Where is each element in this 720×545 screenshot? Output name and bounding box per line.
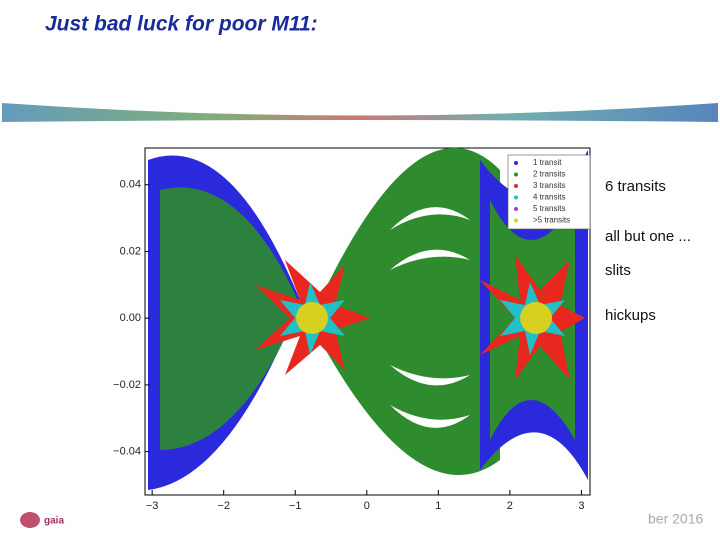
x-tick-label: 3 [578, 500, 584, 512]
legend-label: >5 transits [533, 216, 570, 225]
x-tick-label: −1 [289, 500, 302, 512]
slits [390, 207, 470, 428]
y-tick-label: 0.00 [120, 312, 141, 324]
legend-label: 2 transits [533, 170, 565, 179]
y-tick-label: −0.04 [113, 446, 141, 458]
blob-green [320, 147, 500, 475]
slide-title: Just bad luck for poor M11: [45, 13, 318, 36]
legend-label: 4 transits [533, 193, 565, 202]
plot [144, 147, 591, 496]
y-tick-label: 0.04 [120, 179, 141, 191]
legend-swatch [514, 218, 518, 223]
banner-strip [2, 103, 718, 122]
legend-swatch [514, 161, 518, 165]
x-tick-label: −3 [146, 500, 159, 512]
bullet-text: slits [605, 262, 631, 279]
legend-box [507, 154, 591, 230]
y-tick-label: −0.02 [113, 379, 141, 391]
legend-swatch [514, 184, 518, 188]
x-tick-label: 2 [507, 500, 513, 512]
bullet-text: hickups [605, 307, 656, 324]
logo-text: gaia [44, 516, 64, 527]
legend-label: 3 transits [533, 181, 565, 190]
x-tick-label: −2 [217, 500, 230, 512]
blob-green [160, 187, 300, 450]
logo-icon [20, 512, 40, 528]
bullet-text: 6 transits [605, 178, 666, 195]
legend-swatch [514, 195, 518, 200]
x-tick-label: 0 [364, 500, 370, 512]
bullet-text: all but one ... [605, 228, 691, 245]
blob-yellow [296, 302, 328, 334]
legend-swatch [514, 172, 518, 177]
legend-label: 1 transit [533, 158, 562, 167]
legend-swatch [514, 207, 518, 211]
blob-yellow [520, 302, 552, 334]
x-tick-label: 1 [435, 500, 441, 512]
y-tick-label: 0.02 [120, 245, 141, 257]
legend-label: 5 transits [533, 204, 565, 213]
footer-date: ber 2016 [648, 511, 703, 527]
